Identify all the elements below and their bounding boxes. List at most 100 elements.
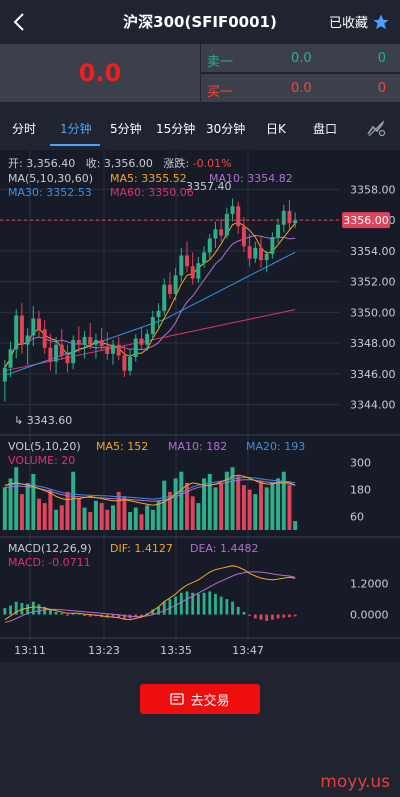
- tab-orderbook[interactable]: 盘口: [313, 122, 338, 136]
- macd-dea: DEA: 1.4482: [190, 542, 259, 555]
- tab-5min[interactable]: 5分钟: [110, 122, 142, 136]
- candle-body: [202, 252, 207, 264]
- high-price-mark: 3357.40: [186, 180, 232, 193]
- candle-body: [42, 329, 47, 348]
- trade-button[interactable]: 去交易: [140, 684, 260, 714]
- last-price-box: 0.0: [0, 44, 200, 102]
- volume-bar: [116, 491, 121, 530]
- macd-axis-label: 0.0000: [350, 609, 389, 622]
- candle-body: [139, 338, 144, 345]
- tab-1min[interactable]: 1分钟: [60, 122, 92, 136]
- low-price-mark: ↳ 3343.60: [14, 414, 72, 427]
- candle-body: [185, 255, 189, 267]
- volume-axis-label: 300: [350, 457, 371, 470]
- volume-bar: [145, 505, 150, 530]
- volume-axis-label: 180: [350, 484, 371, 497]
- volume-bar: [93, 500, 98, 530]
- wallet-icon: [170, 693, 185, 705]
- volume-bar: [219, 482, 224, 530]
- volume-bar: [122, 496, 127, 530]
- candle-body: [162, 284, 167, 311]
- candle-body: [219, 229, 224, 236]
- volume-bar: [88, 512, 93, 530]
- last-price: 0.0: [78, 59, 122, 87]
- candle-body: [59, 344, 64, 356]
- candle-body: [207, 238, 212, 253]
- close-value: 3,356.00: [103, 157, 153, 170]
- volume-bar: [48, 489, 53, 530]
- volume-bar: [76, 498, 81, 530]
- volume-bar: [213, 487, 218, 530]
- candle-body: [31, 318, 36, 336]
- macd-value: MACD: -0.0711: [8, 556, 91, 569]
- candle-body: [247, 246, 252, 259]
- macd-axis-label: 1.2000: [350, 578, 389, 591]
- volume-bar: [65, 491, 70, 530]
- sell-price: 0.0: [291, 51, 312, 66]
- time-axis-label: 13:23: [88, 644, 120, 657]
- tab-timeshare[interactable]: 分时: [12, 122, 37, 136]
- volume-bar: [202, 478, 207, 530]
- indicator-settings-icon[interactable]: [366, 118, 386, 138]
- volume-bar: [42, 503, 47, 530]
- candle-body: [105, 346, 110, 354]
- candle-body: [128, 356, 133, 371]
- volume-bar: [59, 505, 64, 530]
- candle-body: [133, 338, 138, 357]
- star-icon: [373, 14, 389, 29]
- volume-bar: [14, 467, 19, 530]
- macd-header: MACD(12,26,9): [8, 542, 92, 555]
- time-axis-label: 13:35: [160, 644, 192, 657]
- volume-bar: [31, 473, 36, 530]
- volume-bar: [162, 480, 167, 530]
- tab-daily[interactable]: 日K: [266, 122, 286, 136]
- ma30-value: MA30: 3352.53: [8, 186, 92, 199]
- candle-body: [224, 213, 229, 236]
- candle-body: [276, 224, 281, 238]
- volume-bar: [8, 478, 13, 530]
- volume-bar: [139, 514, 144, 530]
- favorite-button[interactable]: 已收藏: [329, 12, 390, 31]
- buy-price: 0.0: [291, 81, 312, 96]
- timeframe-tabs: 分时 1分钟 5分钟 15分钟 30分钟 日K 盘口: [0, 108, 400, 148]
- sell-label: 卖一: [207, 55, 234, 70]
- candle-body: [116, 344, 121, 356]
- back-arrow-icon[interactable]: [8, 10, 32, 34]
- candle-body: [25, 335, 30, 345]
- candle-body: [259, 247, 263, 261]
- active-tab-indicator: [50, 144, 100, 146]
- volume-bar: [230, 467, 235, 530]
- price-axis-label: 3346.00: [350, 368, 396, 381]
- tab-30min[interactable]: 30分钟: [206, 122, 246, 136]
- volume-bar: [287, 485, 292, 530]
- volume-bar: [82, 507, 87, 530]
- candle-body: [196, 263, 201, 279]
- candle-body: [264, 253, 269, 261]
- ohlc-info: 开: 3,356.40 收: 3,356.00 涨跌: -0.01%: [8, 155, 232, 171]
- candle-body: [111, 344, 115, 354]
- tab-15min[interactable]: 15分钟: [156, 122, 196, 136]
- candle-body: [48, 347, 53, 362]
- candle-body: [213, 229, 218, 239]
- vol-header: VOL(5,10,20): [8, 440, 81, 453]
- candle-body: [122, 355, 127, 371]
- candle-body: [65, 355, 70, 364]
- candle-body: [241, 226, 246, 247]
- ma5-line: [4, 221, 296, 368]
- volume-axis-label: 60: [350, 511, 364, 524]
- order-book: 卖一 0.0 0 买一 0.0 0: [201, 44, 400, 102]
- volume-bar: [270, 482, 275, 530]
- volume-bar: [196, 503, 201, 530]
- candle-body: [167, 284, 172, 294]
- candle-body: [156, 310, 161, 317]
- kline-chart[interactable]: 3358.00 3356.00 3354.00 3352.00 3350.00 3348.…: [0, 150, 400, 662]
- page-title: 沪深300(SFIF0001): [123, 13, 277, 31]
- volume-bar: [264, 487, 269, 530]
- volume-bar: [293, 521, 298, 530]
- candle-body: [71, 340, 76, 364]
- candle-body: [173, 275, 178, 294]
- volume-bar: [133, 507, 138, 530]
- vol-ma5: MA5: 152: [96, 440, 149, 453]
- volume-bar: [128, 512, 133, 530]
- volume-bar: [54, 509, 59, 530]
